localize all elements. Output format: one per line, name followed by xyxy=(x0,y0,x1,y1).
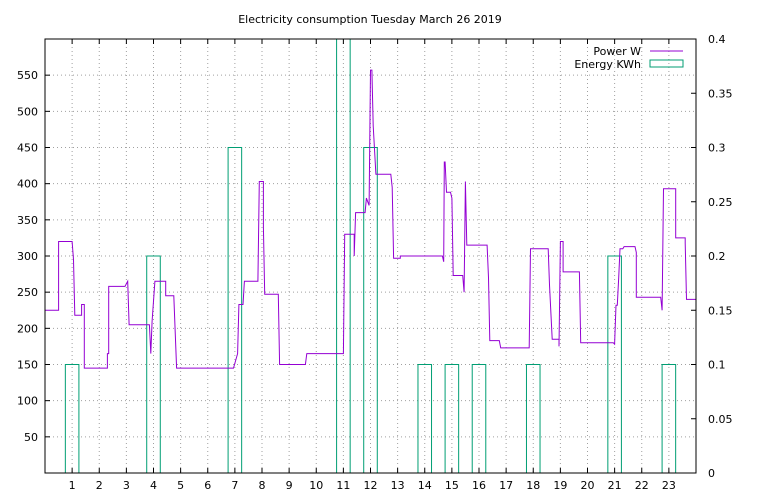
legend-energy-swatch xyxy=(649,59,684,68)
power-line xyxy=(45,69,696,369)
y-right-tick-label: 0 xyxy=(708,467,715,480)
y-left-tick-label: 50 xyxy=(24,431,38,444)
y-right-tick-label: 0.4 xyxy=(708,33,726,46)
x-tick-label: 5 xyxy=(177,479,184,492)
x-tick-label: 11 xyxy=(336,479,350,492)
x-tick-label: 12 xyxy=(364,479,378,492)
y-right-tick-label: 0.25 xyxy=(708,196,733,209)
x-tick-label: 15 xyxy=(445,479,459,492)
x-tick-label: 4 xyxy=(150,479,157,492)
energy-bar xyxy=(64,364,80,474)
y-right-tick-label: 0.2 xyxy=(708,250,726,263)
legend-energy-label: Energy KWh xyxy=(574,58,641,71)
x-tick-label: 14 xyxy=(418,479,432,492)
x-tick-label: 1 xyxy=(69,479,76,492)
legend: Power W Energy KWh xyxy=(574,45,684,71)
x-tick-label: 2 xyxy=(96,479,103,492)
x-tick-label: 16 xyxy=(472,479,486,492)
y-left-tick-label: 350 xyxy=(17,214,38,227)
x-tick-label: 18 xyxy=(526,479,540,492)
energy-bar xyxy=(417,364,433,474)
x-tick-label: 20 xyxy=(581,479,595,492)
energy-bar xyxy=(471,364,487,474)
chart-title: Electricity consumption Tuesday March 26… xyxy=(238,13,502,26)
y-left-tick-label: 400 xyxy=(17,178,38,191)
x-tick-label: 21 xyxy=(608,479,622,492)
x-tick-label: 19 xyxy=(553,479,567,492)
y-left-tick-label: 250 xyxy=(17,286,38,299)
legend-power-label: Power W xyxy=(593,45,641,58)
y-left-tick-label: 500 xyxy=(17,105,38,118)
axes: 1 2 3 4 5 6 7 8 9 10 11 12 13 14 15 16 17 18 19 20 21 22 23501… xyxy=(17,33,733,492)
y-left-tick-label: 100 xyxy=(17,395,38,408)
x-tick-label: 3 xyxy=(123,479,130,492)
y-left-tick-label: 200 xyxy=(17,322,38,335)
x-tick-label: 10 xyxy=(309,479,323,492)
x-tick-label: 6 xyxy=(204,479,211,492)
x-tick-label: 17 xyxy=(499,479,513,492)
y-right-tick-label: 0.1 xyxy=(708,359,726,372)
x-tick-label: 9 xyxy=(286,479,293,492)
energy-bar xyxy=(444,364,460,474)
x-tick-label: 8 xyxy=(259,479,266,492)
energy-bar xyxy=(661,364,677,474)
y-left-tick-label: 550 xyxy=(17,69,38,82)
y-left-tick-label: 300 xyxy=(17,250,38,263)
x-tick-label: 22 xyxy=(635,479,649,492)
x-tick-label: 13 xyxy=(391,479,405,492)
power-series xyxy=(45,69,696,369)
x-tick-label: 7 xyxy=(231,479,238,492)
y-right-tick-label: 0.35 xyxy=(708,87,733,100)
energy-bar xyxy=(525,364,541,474)
y-right-tick-label: 0.15 xyxy=(708,304,733,317)
energy-bar xyxy=(227,147,243,474)
x-tick-label: 23 xyxy=(662,479,676,492)
energy-bar xyxy=(363,147,378,474)
y-left-tick-label: 150 xyxy=(17,359,38,372)
y-right-tick-label: 0.05 xyxy=(708,413,733,426)
y-left-tick-label: 450 xyxy=(17,142,38,155)
y-right-tick-label: 0.3 xyxy=(708,142,726,155)
